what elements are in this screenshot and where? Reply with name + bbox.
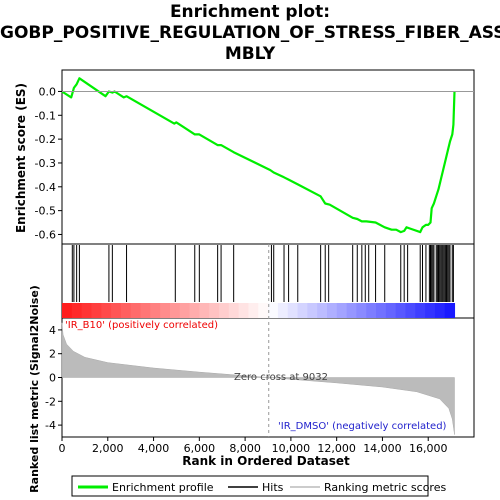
band-segment — [238, 303, 249, 318]
band-segment — [297, 303, 308, 318]
es-ytick-label: -0.5 — [35, 205, 56, 218]
band-segment — [111, 303, 122, 318]
negative-correlation-label: 'IR_DMSO' (negatively correlated) — [278, 421, 447, 432]
xtick-label: 6,000 — [184, 442, 216, 455]
band-segment — [277, 303, 289, 318]
band-segment — [376, 303, 387, 318]
xtick-label: 10,000 — [272, 442, 311, 455]
band-segment — [140, 303, 151, 318]
band-segment — [120, 303, 132, 318]
band-segment — [425, 303, 436, 318]
band-segment — [81, 303, 92, 318]
band-segment — [130, 303, 142, 318]
xtick-label: 2,000 — [92, 442, 124, 455]
band-segment — [228, 303, 240, 318]
enrichment-profile-line — [61, 77, 456, 234]
es-ytick-label: 0.0 — [39, 85, 57, 98]
zero-cross-label: Zero cross at 9032 — [234, 372, 328, 383]
rank-ytick-label: -2 — [45, 395, 56, 408]
band-segment — [258, 303, 269, 318]
band-segment — [209, 303, 220, 318]
xtick-label: 0 — [59, 442, 66, 455]
rank-ytick-label: 4 — [49, 324, 56, 337]
band-segment — [395, 303, 406, 318]
band-segment — [189, 303, 200, 318]
band-segment — [317, 303, 328, 318]
legend: Enrichment profile Hits Ranking metric s… — [71, 475, 446, 497]
band-segment — [307, 303, 318, 318]
xtick-label: 4,000 — [138, 442, 170, 455]
band-segment — [71, 303, 83, 318]
xtick-label: 8,000 — [229, 442, 261, 455]
band-segment — [405, 303, 416, 318]
es-ytick-label: -0.2 — [35, 133, 56, 146]
rank-ytick-label: 2 — [49, 348, 56, 361]
band-segment — [415, 303, 426, 318]
band-segment — [62, 303, 73, 318]
band-segment — [268, 303, 279, 318]
band-segment — [346, 303, 357, 318]
es-ytick-label: -0.4 — [35, 181, 56, 194]
xtick-label: 14,000 — [363, 442, 402, 455]
hit-lines — [71, 245, 454, 302]
band-segment — [444, 303, 456, 318]
rank-axis-label: Ranked list metric (Signal2Noise) — [28, 285, 41, 493]
band-segment — [91, 303, 102, 318]
rank-ytick-label: 0 — [49, 372, 56, 385]
es-ytick-label: -0.6 — [35, 228, 56, 241]
band-segment — [434, 303, 446, 318]
rank-ytick-label: -4 — [45, 419, 56, 432]
rank-color-band — [62, 303, 456, 318]
band-segment — [101, 303, 112, 318]
es-axis-label: Enrichment score (ES) — [14, 83, 28, 233]
band-segment — [336, 303, 348, 318]
chart-title-line-2: GOBP_POSITIVE_REGULATION_OF_STRESS_FIBER… — [0, 23, 500, 43]
band-segment — [326, 303, 338, 318]
legend-box — [71, 475, 429, 497]
band-segment — [150, 303, 161, 318]
x-axis-label: Rank in Ordered Dataset — [182, 454, 350, 468]
band-segment — [356, 303, 367, 318]
band-segment — [199, 303, 210, 318]
band-segment — [160, 303, 171, 318]
legend-label-enrichment: Enrichment profile — [112, 481, 214, 494]
band-segment — [179, 303, 191, 318]
legend-label-hits: Hits — [262, 481, 284, 494]
chart-title-line-1: Enrichment plot: — [169, 2, 331, 22]
band-segment — [248, 303, 259, 318]
legend-label-ranking: Ranking metric scores — [324, 481, 446, 494]
positive-correlation-label: 'IR_B10' (positively correlated) — [65, 320, 218, 331]
band-segment — [385, 303, 397, 318]
band-segment — [169, 303, 181, 318]
es-ytick-label: -0.3 — [35, 157, 56, 170]
es-ytick-label: -0.1 — [35, 109, 56, 122]
xtick-label: 12,000 — [317, 442, 356, 455]
band-segment — [287, 303, 299, 318]
xtick-label: 16,000 — [409, 442, 448, 455]
band-segment — [219, 303, 230, 318]
chart-title-line-3: MBLY — [224, 44, 276, 64]
es-series-group — [61, 77, 456, 234]
band-segment — [366, 303, 377, 318]
